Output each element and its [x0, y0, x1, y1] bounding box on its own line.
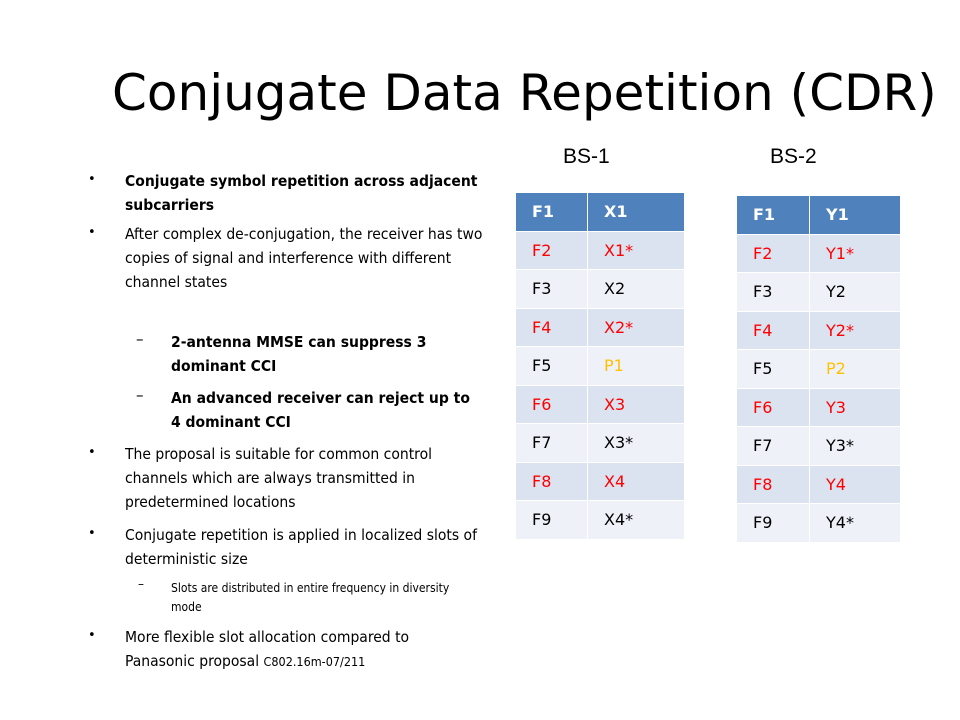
bs1-label: BS-1 [563, 145, 610, 168]
bs2-label: BS-2 [770, 145, 817, 168]
bullet-text: The proposal is suitable for common cont… [125, 445, 432, 511]
symbol-cell: X4* [587, 500, 685, 540]
table-row: F2 X1* [515, 230, 685, 270]
bs1-table: F1 X1 F2 X1* F3 X2 F4 X2* F5 P1 F6 X3 F7 X3* F8 X4 F9 X4* [515, 192, 685, 540]
bullet-main-text: More flexible slot allocation compared t… [125, 628, 410, 670]
symbol-cell: X2* [587, 307, 685, 347]
table-row: F8 X4 [515, 461, 685, 501]
frequency-cell: F6 [515, 384, 588, 424]
bullet-text: More flexible slot allocation compared t… [125, 625, 483, 674]
frequency-cell: F9 [515, 500, 588, 540]
frequency-cell: F7 [515, 423, 588, 463]
table-row: F4 Y2* [736, 310, 901, 350]
bullet-reference: C802.16m-07/211 [263, 654, 366, 669]
symbol-cell: Y1* [809, 233, 901, 273]
symbol-cell: P2 [809, 349, 901, 389]
bullet-dot: • [88, 445, 96, 460]
frequency-cell: F5 [736, 349, 810, 389]
symbol-cell: X3* [587, 423, 685, 463]
bullet-text: Slots are distributed in entire frequenc… [171, 581, 450, 614]
bullet-dash: – [138, 577, 144, 591]
frequency-cell: F4 [736, 310, 810, 350]
frequency-cell: F2 [736, 233, 810, 273]
table-header-row: F1 Y1 [736, 195, 901, 235]
bullet-dot: • [88, 172, 96, 187]
symbol-cell: Y3* [809, 426, 901, 466]
symbol-cell: Y3 [809, 387, 901, 427]
bullet-dash: – [136, 330, 144, 348]
bullet-dot: • [88, 628, 96, 643]
frequency-cell: F8 [736, 464, 810, 504]
table-row: F3 X2 [515, 269, 685, 309]
frequency-cell: F6 [736, 387, 810, 427]
table-row: F6 Y3 [736, 387, 901, 427]
frequency-cell: F8 [515, 461, 588, 501]
frequency-cell: F1 [515, 192, 588, 232]
symbol-cell: Y2 [809, 272, 901, 312]
symbol-cell: X4 [587, 461, 685, 501]
frequency-cell: F3 [515, 269, 588, 309]
bs2-table: F1 Y1 F2 Y1* F3 Y2 F4 Y2* F5 P2 F6 Y3 F7 Y3* F8 Y4 F9 Y4* [736, 195, 901, 543]
table-row: F9 Y4* [736, 503, 901, 543]
table-row: F2 Y1* [736, 233, 901, 273]
symbol-cell: X3 [587, 384, 685, 424]
symbol-cell: Y4* [809, 503, 901, 543]
table-row: F5 P1 [515, 346, 685, 386]
table-row: F4 X2* [515, 307, 685, 347]
frequency-cell: F4 [515, 307, 588, 347]
table-row: F5 P2 [736, 349, 901, 389]
frequency-cell: F3 [736, 272, 810, 312]
symbol-cell: Y4 [809, 464, 901, 504]
symbol-cell: P1 [587, 346, 685, 386]
bullet-text: Conjugate repetition is applied in local… [125, 526, 477, 568]
slide-title: Conjugate Data Repetition (CDR) [112, 64, 937, 122]
bullet-text: An advanced receiver can reject up to 4 … [171, 389, 470, 431]
symbol-cell: X1 [587, 192, 685, 232]
bullet-text: 2-antenna MMSE can suppress 3 dominant C… [171, 333, 427, 375]
bullet-dot: • [88, 526, 96, 541]
frequency-cell: F1 [736, 195, 810, 235]
frequency-cell: F2 [515, 230, 588, 270]
frequency-cell: F9 [736, 503, 810, 543]
bullet-text: Conjugate symbol repetition across adjac… [125, 172, 478, 214]
bullet-dash: – [136, 386, 144, 404]
table-row: F6 X3 [515, 384, 685, 424]
table-row: F7 X3* [515, 423, 685, 463]
table-row: F8 Y4 [736, 464, 901, 504]
table-row: F9 X4* [515, 500, 685, 540]
symbol-cell: X2 [587, 269, 685, 309]
table-header-row: F1 X1 [515, 192, 685, 232]
symbol-cell: X1* [587, 230, 685, 270]
frequency-cell: F5 [515, 346, 588, 386]
frequency-cell: F7 [736, 426, 810, 466]
table-row: F7 Y3* [736, 426, 901, 466]
bullet-dot: • [88, 225, 96, 240]
table-row: F3 Y2 [736, 272, 901, 312]
symbol-cell: Y1 [809, 195, 901, 235]
bullet-text: After complex de-conjugation, the receiv… [125, 225, 483, 291]
symbol-cell: Y2* [809, 310, 901, 350]
